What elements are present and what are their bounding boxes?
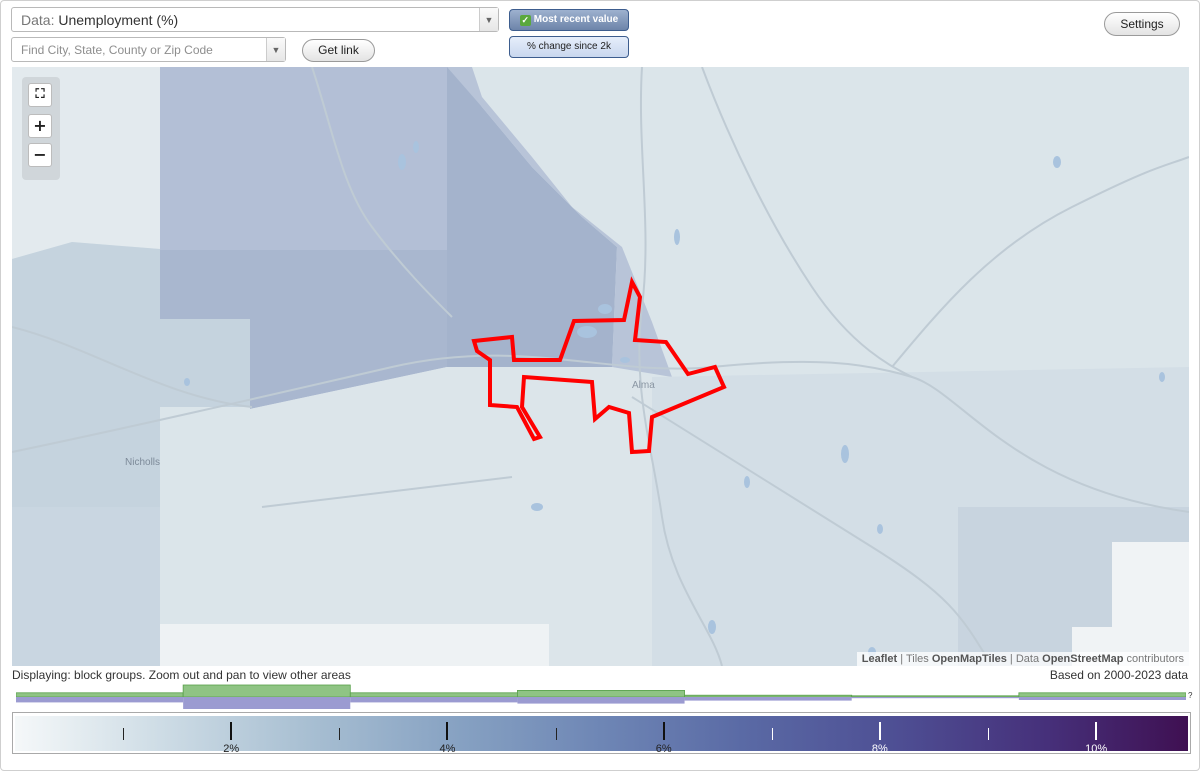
legend-tick-label: 10% xyxy=(1085,743,1108,755)
histogram-unknown-marker: ? xyxy=(1188,691,1193,700)
zoom-to-fit-icon[interactable]: ⛶ xyxy=(28,83,52,107)
legend-minor-tick xyxy=(555,728,557,740)
histogram-purple-bar xyxy=(183,697,351,709)
place-label-nicholls: Nicholls xyxy=(125,457,160,468)
histogram-purple-bar xyxy=(684,697,852,701)
location-search-field[interactable]: ▼ xyxy=(11,37,286,62)
data-selector[interactable]: Data: Unemployment (%) ▼ xyxy=(11,7,499,32)
region-southeast-corner xyxy=(1072,542,1189,666)
legend-minor-tick xyxy=(771,728,773,740)
get-link-button[interactable]: Get link xyxy=(302,39,375,62)
roads xyxy=(12,67,1189,666)
region-south-edge xyxy=(160,624,549,666)
histogram-green-bar xyxy=(16,692,184,698)
histogram-purple-bar xyxy=(517,697,685,704)
tiles-prefix: Tiles xyxy=(905,653,929,665)
map-view[interactable]: Nicholls Alma xyxy=(12,67,1189,666)
region-east xyxy=(652,367,1189,666)
zoom-in-button[interactable]: + xyxy=(28,114,52,138)
histogram-purple-bar xyxy=(851,697,1019,699)
region-central-west xyxy=(160,250,447,409)
displaying-status: Displaying: block groups. Zoom out and p… xyxy=(12,668,351,682)
map-attribution: Leaflet | Tiles OpenMapTiles | Data Open… xyxy=(856,652,1189,666)
data-prefix: Data xyxy=(1015,653,1040,665)
data-selector-prefix: Data: xyxy=(21,12,55,28)
checkmark-icon: ✓ xyxy=(519,15,531,26)
percent-change-toggle[interactable]: % change since 2k xyxy=(509,36,629,58)
legend-tick-label: 4% xyxy=(439,743,456,755)
legend-major-tick xyxy=(446,722,449,740)
leaflet-link[interactable]: Leaflet xyxy=(861,653,898,665)
legend-major-tick xyxy=(230,722,233,740)
legend-tick-label: 6% xyxy=(655,743,672,755)
legend-major-tick xyxy=(1095,722,1098,740)
most-recent-value-label: Most recent value xyxy=(533,14,619,25)
region-southeast xyxy=(958,507,1189,666)
legend-major-tick xyxy=(662,722,665,740)
region-central xyxy=(447,67,617,367)
histogram-green-bar xyxy=(349,692,518,698)
settings-button[interactable]: Settings xyxy=(1104,12,1180,36)
legend-major-tick xyxy=(878,722,881,740)
distribution-histogram xyxy=(16,684,1186,709)
region-southwest xyxy=(12,507,160,666)
search-dropdown-arrow-icon[interactable]: ▼ xyxy=(266,38,285,61)
legend-minor-tick xyxy=(339,728,341,740)
histogram-green-bar xyxy=(1018,692,1186,698)
region-north-central xyxy=(447,67,672,377)
histogram-green-bar xyxy=(182,684,351,698)
water-bodies xyxy=(184,141,1165,657)
attribution-suffix: contributors xyxy=(1126,653,1184,665)
location-search-input[interactable] xyxy=(12,38,280,61)
legend-color-ramp: 2% 4% 6% 8% 10% xyxy=(15,716,1188,755)
map-canvas[interactable]: Nicholls Alma xyxy=(12,67,1189,666)
histogram-purple-bar xyxy=(350,697,518,703)
legend-minor-tick xyxy=(123,728,125,740)
legend-minor-tick xyxy=(987,728,989,740)
zoom-control: ⛶ + − xyxy=(22,77,60,180)
zoom-out-button[interactable]: − xyxy=(28,143,52,167)
legend-tick-label: 8% xyxy=(871,743,888,755)
data-selector-value: Unemployment (%) xyxy=(58,12,179,28)
most-recent-value-toggle[interactable]: ✓ Most recent value xyxy=(509,9,629,31)
dropdown-arrow-icon[interactable]: ▼ xyxy=(479,8,498,31)
place-label-alma: Alma xyxy=(632,380,655,391)
openstreetmap-link[interactable]: OpenStreetMap xyxy=(1042,653,1124,665)
color-legend: 2% 4% 6% 8% 10% xyxy=(12,712,1191,755)
histogram-green-bar xyxy=(517,690,685,698)
openmaptiles-link[interactable]: OpenMapTiles xyxy=(931,653,1007,665)
histogram-purple-bar xyxy=(1018,697,1186,700)
histogram-purple-bar xyxy=(16,697,184,703)
legend-tick-label: 2% xyxy=(223,743,240,755)
histogram-green-bar xyxy=(851,695,1020,698)
selected-area-outline xyxy=(471,276,727,455)
region-north xyxy=(160,67,447,250)
histogram-green-bar xyxy=(684,694,853,698)
data-range-note: Based on 2000-2023 data xyxy=(1049,668,1188,682)
region-south xyxy=(250,367,692,666)
